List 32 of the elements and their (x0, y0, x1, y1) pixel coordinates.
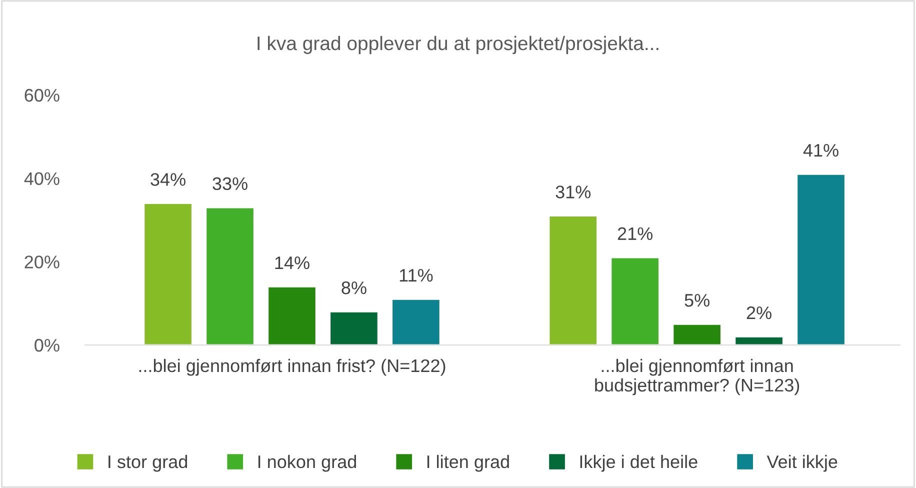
text: 11% (400, 269, 433, 282)
bar (610, 256, 660, 345)
bar (267, 286, 317, 345)
legend-label: I liten grad (427, 454, 509, 472)
text: 31% (556, 186, 591, 198)
x-tick-label: ...blei gjennomført innan frist? (N=122) (139, 358, 446, 376)
bar (734, 336, 784, 345)
text: 14% (275, 256, 310, 270)
bar (548, 215, 598, 345)
text: 5% (684, 294, 710, 307)
bar (143, 202, 193, 345)
y-tick-label: 40% (24, 172, 60, 186)
legend-label: Veit ikkje (766, 454, 838, 472)
y-tick-label: 20% (24, 256, 60, 268)
legend-label: Ikkje i det heile (580, 454, 698, 472)
x-tick-label: ...blei gjennomført innan budsjettrammer? (N=123) (595, 358, 800, 396)
legend-label: I nokon grad (258, 454, 356, 472)
bar (672, 323, 722, 345)
text: 8% (342, 281, 366, 294)
y-tick-label: 0% (34, 338, 60, 352)
y-tick-label: 60% (24, 88, 60, 102)
text: 21% (618, 227, 653, 240)
bar (205, 206, 255, 345)
text: 2% (746, 306, 772, 320)
text: 41% (803, 144, 838, 157)
text: 33% (212, 177, 248, 190)
text: 34% (150, 173, 186, 186)
bar (796, 173, 846, 345)
bar (391, 298, 441, 345)
bar (329, 310, 379, 345)
legend-label: I stor grad (108, 454, 188, 472)
chart-title: I kva grad opplever du at prosjektet/prosjekta... (258, 36, 658, 54)
